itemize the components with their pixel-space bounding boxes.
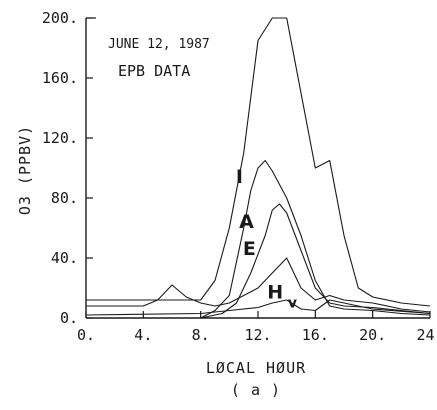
series-line-h [86, 257, 431, 313]
series-label-i: I [236, 166, 243, 188]
series-labels: I AEH v [236, 166, 297, 312]
x-tick-label: 12. [244, 326, 271, 344]
series-lines [85, 17, 431, 319]
x-tick-label: 20. [359, 326, 386, 344]
series-line-v [85, 299, 431, 316]
annotation-date: JUNE 12, 1987 [108, 37, 210, 52]
chart-caption: ( a ) [231, 381, 281, 399]
y-axis-ticks: 0. 40. 80. 120. 160. 200. [42, 9, 93, 327]
series-label-v: v [288, 296, 297, 312]
series-line-i [86, 17, 431, 307]
x-tick-label: 0. [77, 326, 95, 344]
x-axis-title: LØCAL HØUR [206, 359, 306, 377]
series-label-h: H [267, 282, 283, 304]
y-tick-label: 0. [60, 309, 78, 327]
y-tick-label: 200. [42, 9, 78, 27]
annotation-source: EPB DATA [118, 62, 190, 80]
x-tick-label: 16. [302, 326, 329, 344]
series-line-e [200, 203, 431, 319]
series-label-a: A [239, 211, 254, 233]
series-line-a [200, 159, 431, 319]
y-tick-label: 80. [51, 189, 78, 207]
y-tick-label: 160. [42, 69, 78, 87]
y-axis-title: O3 (PPBV) [16, 125, 34, 215]
x-tick-label: 8. [192, 326, 210, 344]
x-tick-label: 4. [134, 326, 152, 344]
y-tick-label: 120. [42, 129, 78, 147]
x-tick-label: 24. [416, 326, 437, 344]
x-axis-ticks: 0. 4. 8. 12. 16. 20. 24. [77, 311, 437, 344]
series-label-e: E [243, 238, 256, 260]
y-tick-label: 40. [51, 249, 78, 267]
